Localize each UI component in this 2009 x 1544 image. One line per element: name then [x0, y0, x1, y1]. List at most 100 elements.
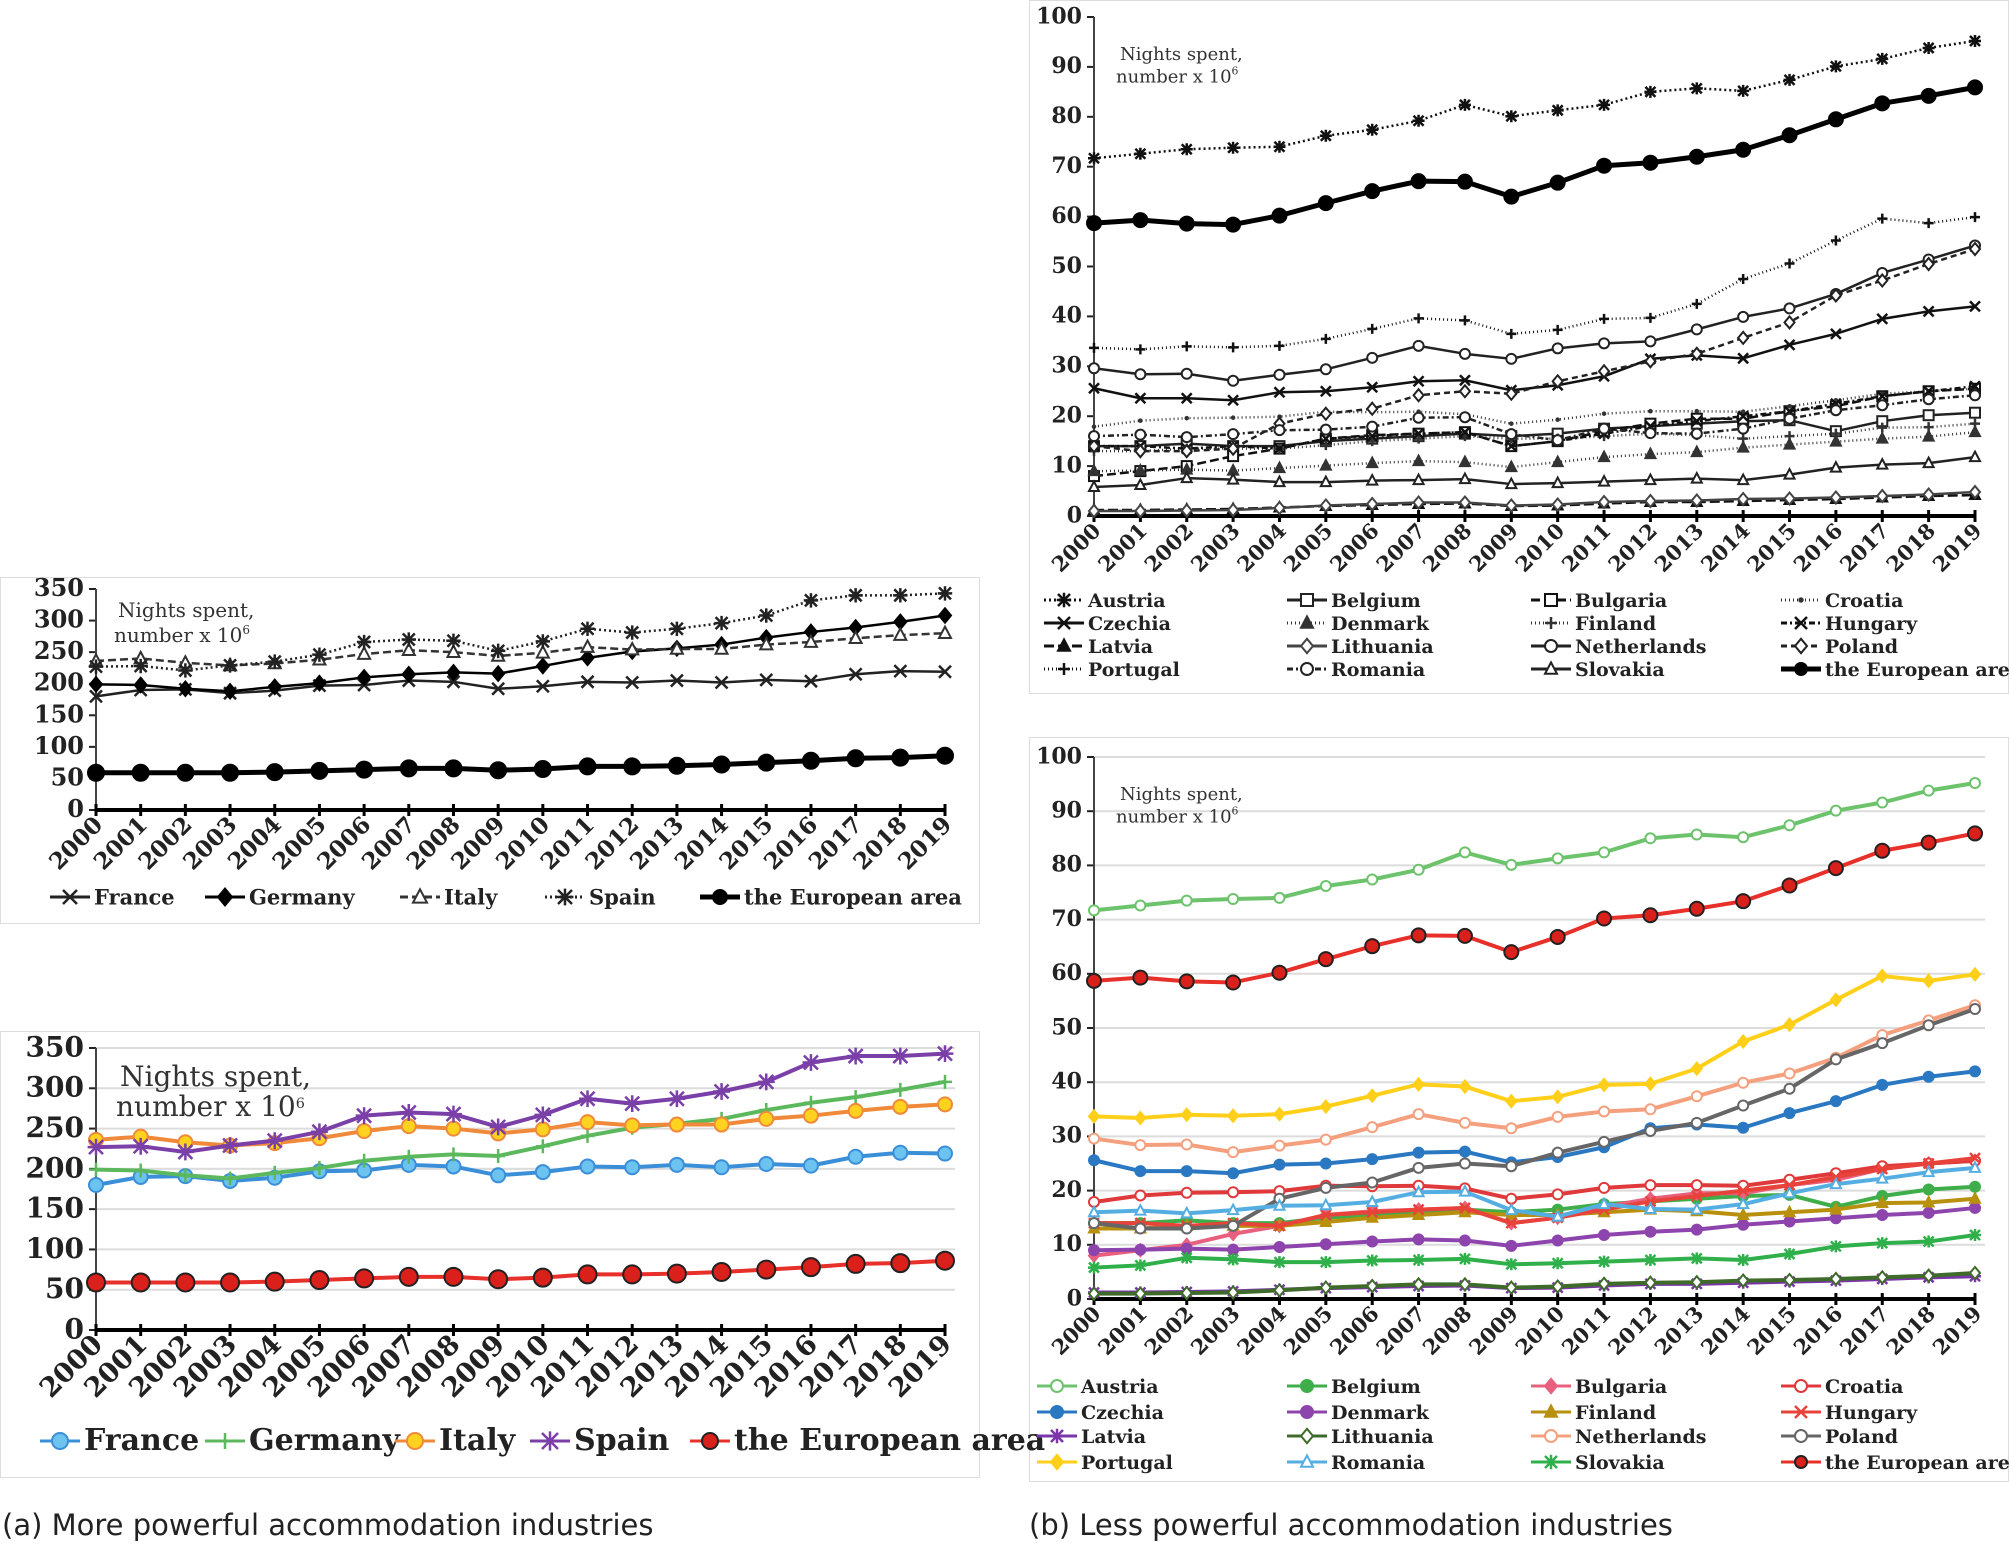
- circle-open-marker: [1412, 1108, 1425, 1121]
- triangle-open-marker: [1319, 1197, 1333, 1211]
- diamond-open-marker: [1968, 484, 1982, 500]
- legend-label: Germany: [249, 1423, 402, 1458]
- triangle-marker: [1319, 457, 1333, 471]
- y-tick-label: 90: [1051, 53, 1082, 79]
- y-tick-label: 40: [1051, 303, 1082, 329]
- series-line: [1093, 831, 1976, 985]
- circle-marker: [668, 1116, 685, 1133]
- star-marker: [1505, 110, 1518, 123]
- circle-marker: [846, 749, 865, 768]
- annotation-line-1: Nights spent,: [118, 598, 254, 622]
- circle-marker: [1503, 188, 1520, 205]
- circle-open-marker: [1319, 1181, 1332, 1194]
- circle-marker: [1456, 173, 1473, 190]
- circle-marker: [579, 1158, 596, 1175]
- series-romania: [1087, 1160, 1982, 1222]
- series-hungary: [1088, 380, 1981, 455]
- series-finland: [1089, 418, 1980, 457]
- circle-open-marker: [1690, 1116, 1703, 1129]
- circle-marker: [1458, 1145, 1471, 1158]
- x-marker: [580, 674, 595, 689]
- series-denmark: [1088, 1201, 1981, 1257]
- x-tick-label: 2003: [1186, 518, 1245, 577]
- plus-marker: [491, 1148, 506, 1163]
- x-tick-label: 2008: [1417, 518, 1476, 577]
- circle-open-marker: [1319, 1133, 1332, 1146]
- chart-1: 0501001502002503003502000200120022003200…: [26, 1030, 1046, 1458]
- square-open-marker: [1922, 409, 1935, 422]
- triangle-open-marker: [1643, 472, 1658, 486]
- circle-open-marker: [1458, 1157, 1471, 1170]
- x-marker: [1273, 1219, 1286, 1232]
- legend-label: Romania: [1331, 659, 1425, 681]
- circle-marker: [1551, 1234, 1564, 1247]
- diamond-open-marker: [1875, 272, 1889, 289]
- dot-marker: [1740, 409, 1746, 414]
- circle-marker: [1596, 910, 1613, 927]
- circle-marker: [847, 1102, 864, 1119]
- series-austria: [1088, 34, 1981, 165]
- star-marker: [1412, 114, 1425, 127]
- circle-open-marker: [1551, 1188, 1564, 1201]
- star-marker: [1876, 52, 1889, 65]
- star-marker: [1088, 1261, 1100, 1274]
- star-marker: [1319, 1256, 1332, 1269]
- x-marker: [1737, 352, 1750, 365]
- circle-marker: [937, 1145, 953, 1162]
- series-line: [1094, 1270, 1976, 1296]
- x-marker: [1134, 392, 1147, 405]
- star-marker: [1227, 1253, 1240, 1266]
- circle-open-marker: [1644, 427, 1657, 440]
- circle-open-marker: [1829, 404, 1842, 417]
- series-line: [1094, 385, 1976, 450]
- triangle-marker: [1411, 453, 1426, 467]
- diamond-open-marker: [1365, 496, 1379, 512]
- x-tick-label: 2003: [1186, 1301, 1245, 1360]
- circle-marker: [937, 1096, 953, 1113]
- circle-open-marker: [1134, 1189, 1147, 1202]
- triangle-marker: [1690, 444, 1704, 458]
- circle-marker: [406, 1432, 424, 1450]
- circle-open-marker: [1829, 804, 1842, 817]
- legend-item: Belgium: [1287, 590, 1421, 612]
- circle-marker: [1458, 1234, 1471, 1247]
- circle-open-marker: [1598, 337, 1611, 350]
- legend-label: Austria: [1087, 590, 1166, 612]
- annotation-superscript: 6: [242, 623, 250, 637]
- diamond-marker: [1365, 1088, 1379, 1104]
- x-marker: [1273, 386, 1286, 399]
- diamond-marker: [1551, 1089, 1564, 1105]
- triangle-marker: [1087, 463, 1101, 477]
- circle-marker: [1505, 1239, 1518, 1252]
- circle-marker: [1412, 1233, 1425, 1246]
- legend-label: Italy: [439, 1423, 517, 1458]
- star-marker: [1829, 60, 1842, 73]
- chart-0: 0501001502002503003502000200120022003200…: [34, 573, 962, 910]
- triangle-open-marker: [1272, 1198, 1287, 1211]
- diamond-open-marker: [1968, 241, 1982, 257]
- diamond-open-marker: [1829, 287, 1843, 304]
- circle-open-marker: [1783, 412, 1796, 425]
- circle-marker: [1829, 1212, 1842, 1225]
- diamond-open-marker: [1793, 637, 1809, 655]
- circle-open-marker: [1273, 1139, 1286, 1152]
- triangle-open-marker: [1087, 1204, 1101, 1218]
- dot-marker: [1138, 418, 1143, 423]
- triangle-open-marker: [1968, 1160, 1982, 1173]
- x-tick-label: 2015: [1742, 518, 1801, 577]
- triangle-open-marker: [1411, 1184, 1426, 1198]
- circle-open-marker: [1180, 1186, 1193, 1199]
- diamond-open-marker: [1551, 496, 1564, 513]
- circle-marker: [1690, 1223, 1703, 1236]
- plus-marker: [1738, 433, 1749, 444]
- legend-label: Hungary: [1825, 1402, 1918, 1424]
- annotation-superscript: 6: [1232, 805, 1239, 818]
- star-marker: [178, 663, 193, 678]
- circle-marker: [1688, 148, 1705, 165]
- circle-open-marker: [1551, 852, 1564, 865]
- circle-open-marker: [1505, 1192, 1518, 1205]
- triangle-open-marker: [1087, 479, 1101, 493]
- x-tick-label: 2017: [1835, 1301, 1894, 1360]
- y-tick-label: 200: [34, 668, 84, 697]
- circle-marker: [1227, 1243, 1240, 1256]
